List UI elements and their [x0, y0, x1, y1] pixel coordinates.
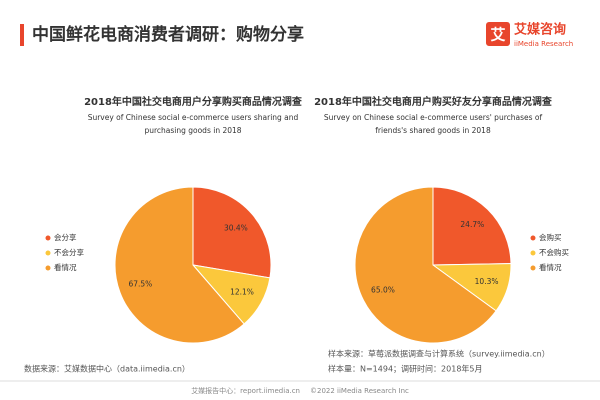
- legend-label: 会分享: [54, 232, 77, 242]
- chart-title: 2018年中国社交电商用户购买好友分享商品情况调查: [314, 95, 553, 108]
- chart-title: 2018年中国社交电商用户分享购买商品情况调查: [84, 95, 303, 108]
- value-label: 67.5%: [128, 280, 152, 289]
- logo-name: 艾媒咨询: [514, 22, 566, 38]
- legend-swatch: [45, 235, 51, 241]
- sample-size: 样本量：N=1494；调研时间：2018年5月: [328, 364, 483, 374]
- logo-mark: 艾: [490, 26, 505, 44]
- logo-sub: iiMedia Research: [514, 40, 573, 48]
- chart-subtitle: Survey on Chinese social e-commerce user…: [324, 113, 543, 135]
- legend-label: 不会购买: [539, 247, 569, 257]
- legend-swatch: [530, 265, 536, 271]
- value-label: 10.3%: [475, 277, 499, 286]
- logo-box: [486, 22, 510, 46]
- value-label: 24.7%: [460, 220, 484, 229]
- page-title: 中国鲜花电商消费者调研：购物分享: [32, 24, 304, 45]
- pie-slice: [432, 186, 512, 266]
- chart-subtitle: Survey of Chinese social e-commerce user…: [88, 113, 299, 135]
- value-label: 65.0%: [371, 285, 395, 294]
- pie-slice: [354, 186, 497, 344]
- value-label: 12.1%: [230, 287, 254, 296]
- title-accent: [20, 24, 24, 46]
- legend-swatch: [45, 265, 51, 271]
- legend-swatch: [530, 235, 536, 241]
- sample-source: 样本来源：草莓派数据调查与计算系统（survey.iimedia.cn）: [328, 349, 550, 359]
- copyright: ©2022 iiMedia Research Inc: [310, 387, 409, 395]
- legend-label: 会购买: [539, 232, 562, 242]
- pie-slice: [114, 186, 245, 344]
- legend-label: 看情况: [54, 262, 77, 272]
- legend-swatch: [530, 250, 536, 256]
- value-label: 30.4%: [224, 224, 248, 233]
- pie-slice: [192, 186, 272, 279]
- legend-swatch: [45, 250, 51, 256]
- source-left: 数据来源：艾媒数据中心（data.iimedia.cn）: [24, 364, 190, 374]
- legend-label: 不会分享: [54, 247, 84, 257]
- report-center: 艾媒报告中心：report.iimedia.cn: [191, 386, 300, 395]
- legend-label: 看情况: [539, 262, 562, 272]
